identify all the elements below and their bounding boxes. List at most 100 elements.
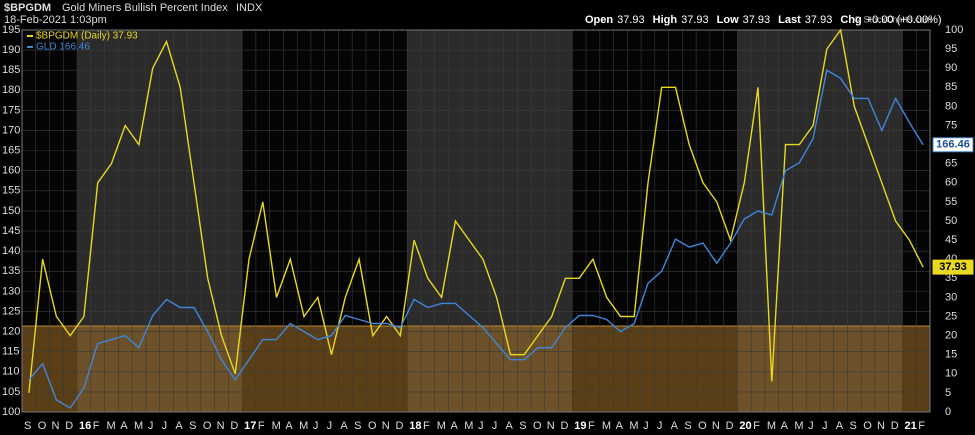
x-tick-label: M <box>299 420 308 432</box>
x-tick-label: 16 <box>79 420 91 432</box>
price-tag <box>932 259 974 275</box>
x-tick-label: N <box>547 420 555 432</box>
y2-tick-label: 25 <box>945 310 957 322</box>
y2-tick-label: 65 <box>945 158 957 170</box>
y2-tick-label: 15 <box>945 349 957 361</box>
quote-label: Last <box>778 14 801 26</box>
quote-value: 37.93 <box>617 14 645 26</box>
x-tick-label: M <box>107 420 116 432</box>
x-tick-label: J <box>148 420 154 432</box>
quote-label: Low <box>717 14 739 26</box>
y-tick-label: 105 <box>2 386 20 398</box>
y-tick-label: 170 <box>2 124 20 136</box>
y-tick-label: 130 <box>2 285 20 297</box>
x-tick-label: S <box>354 420 361 432</box>
y-tick-label: 110 <box>2 366 20 378</box>
quote-value: 37.93 <box>743 14 771 26</box>
x-tick-label: N <box>877 420 885 432</box>
x-tick-label: N <box>382 420 390 432</box>
y2-tick-label: 95 <box>945 43 957 55</box>
y-tick-label: 180 <box>2 84 20 96</box>
x-tick-label: M <box>437 420 446 432</box>
x-tick-label: 17 <box>244 420 256 432</box>
series-line <box>28 69 924 409</box>
x-tick-label: J <box>327 420 333 432</box>
y-tick-label: 100 <box>2 406 20 418</box>
x-tick-label: 18 <box>409 420 421 432</box>
x-tick-label: J <box>643 420 649 432</box>
y-tick-label: 145 <box>2 225 20 237</box>
x-tick-label: S <box>684 420 691 432</box>
watermark: © StockCharts.com <box>854 14 932 24</box>
x-tick-label: M <box>602 420 611 432</box>
x-tick-label: A <box>340 420 348 432</box>
quote-value: 37.93 <box>681 14 709 26</box>
price-tag-label: 37.93 <box>939 261 967 273</box>
x-tick-label: 20 <box>739 420 751 432</box>
x-tick-label: S <box>519 420 526 432</box>
x-tick-label: N <box>52 420 60 432</box>
x-tick-label: D <box>65 420 73 432</box>
x-tick-label: N <box>217 420 225 432</box>
x-tick-label: J <box>162 420 168 432</box>
y-tick-label: 140 <box>2 245 20 257</box>
x-tick-label: A <box>671 420 679 432</box>
quote-value: +0.00 (+0.00%) <box>866 14 942 26</box>
y2-tick-label: 5 <box>945 387 951 399</box>
legend-label: GLD 166.46 <box>36 42 90 53</box>
x-tick-label: F <box>93 420 100 432</box>
y2-tick-label: 0 <box>945 406 951 418</box>
y-tick-label: 165 <box>2 145 20 157</box>
y2-tick-label: 10 <box>945 368 957 380</box>
price-tag-label: 166.46 <box>936 139 970 151</box>
x-tick-label: 21 <box>904 420 916 432</box>
y2-tick-label: 20 <box>945 330 957 342</box>
exchange: INDX <box>236 2 263 14</box>
y-tick-label: 195 <box>2 24 20 36</box>
y2-tick-label: 60 <box>945 177 957 189</box>
y2-tick-label: 75 <box>945 119 957 131</box>
y2-tick-label: 90 <box>945 62 957 74</box>
y2-tick-label: 85 <box>945 81 957 93</box>
x-tick-label: D <box>561 420 569 432</box>
x-tick-label: S <box>24 420 31 432</box>
x-tick-label: A <box>175 420 183 432</box>
y-tick-label: 125 <box>2 305 20 317</box>
x-tick-label: F <box>423 420 430 432</box>
x-tick-label: O <box>863 420 872 432</box>
x-tick-label: J <box>822 420 828 432</box>
x-tick-label: O <box>368 420 377 432</box>
x-tick-label: A <box>285 420 293 432</box>
x-tick-label: M <box>134 420 143 432</box>
x-tick-label: S <box>189 420 196 432</box>
quote-label: Open <box>585 14 613 26</box>
x-tick-label: J <box>492 420 498 432</box>
y-tick-label: 175 <box>2 104 20 116</box>
y2-tick-label: 45 <box>945 234 957 246</box>
x-tick-label: O <box>203 420 212 432</box>
quote-label: Chg <box>840 14 861 26</box>
y2-tick-label: 30 <box>945 291 957 303</box>
chart-title: $BPGDM <box>4 2 51 14</box>
legend-label: $BPGDM (Daily) 37.93 <box>36 31 138 42</box>
date: 18-Feb-2021 1:03pm <box>4 14 107 26</box>
x-tick-label: A <box>781 420 789 432</box>
x-tick-label: M <box>629 420 638 432</box>
x-tick-label: A <box>120 420 128 432</box>
x-tick-label: M <box>767 420 776 432</box>
x-tick-label: A <box>616 420 624 432</box>
quote-value: 37.93 <box>805 14 833 26</box>
x-tick-label: D <box>726 420 734 432</box>
x-tick-label: O <box>698 420 707 432</box>
y-tick-label: 155 <box>2 185 20 197</box>
x-tick-label: J <box>657 420 663 432</box>
series-line <box>28 28 924 393</box>
quote-label: High <box>653 14 678 26</box>
y2-tick-label: 55 <box>945 196 957 208</box>
x-tick-label: O <box>38 420 47 432</box>
x-tick-label: J <box>808 420 814 432</box>
x-tick-label: F <box>588 420 595 432</box>
y-tick-label: 185 <box>2 64 20 76</box>
plot-frame <box>21 29 931 413</box>
